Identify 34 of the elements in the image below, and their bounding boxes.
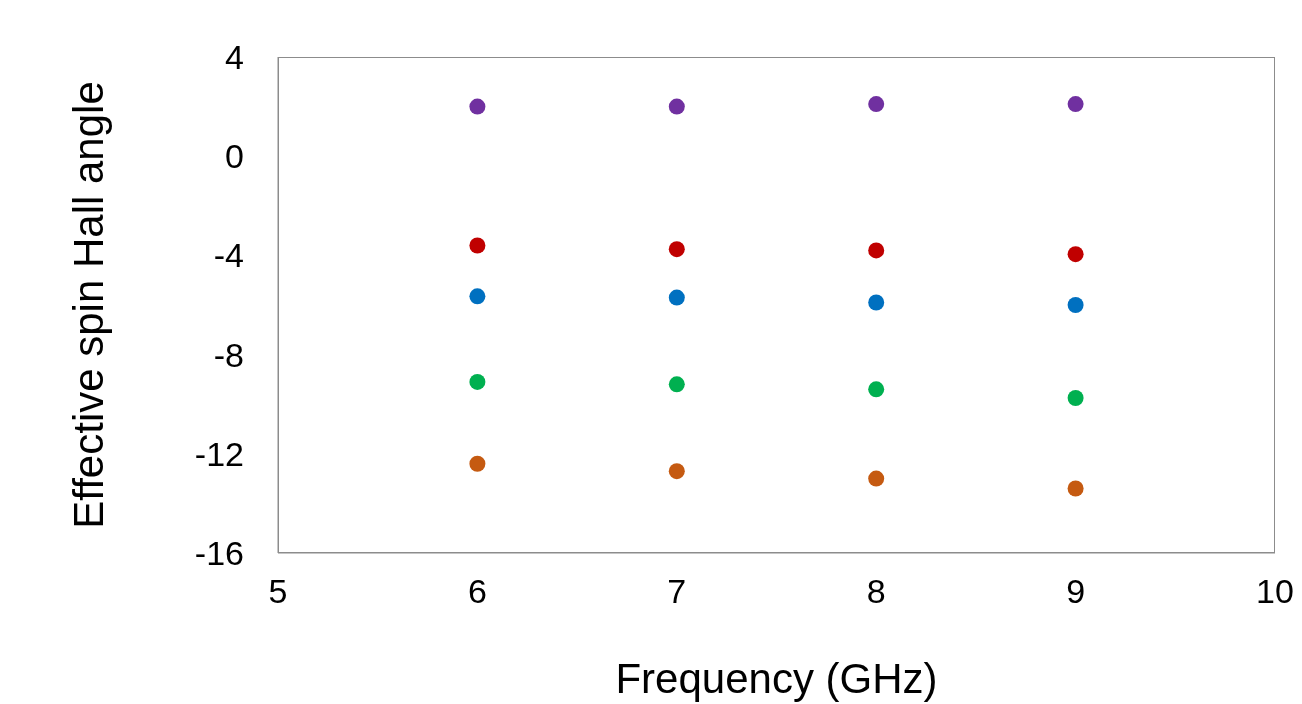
point [469, 455, 486, 472]
y-tick-label: 4 [225, 38, 244, 77]
y-tick-label: -4 [213, 236, 244, 275]
y-axis-title: Effective spin Hall angle [64, 81, 112, 529]
point [1067, 246, 1084, 263]
point [1067, 297, 1084, 313]
point [668, 98, 685, 115]
x-tick-label: 7 [667, 572, 687, 611]
point [868, 470, 885, 487]
y-tick-label: -8 [213, 335, 244, 374]
point [469, 288, 486, 305]
point [868, 294, 885, 311]
x-tick-label: 8 [866, 572, 886, 611]
point [868, 242, 885, 259]
x-tick-label: 10 [1256, 572, 1294, 611]
point [1067, 96, 1084, 113]
x-tick-label: 6 [467, 572, 487, 611]
point [668, 289, 685, 306]
x-tick-label: 5 [268, 572, 288, 611]
y-tick-label: -16 [194, 534, 244, 573]
point [868, 96, 885, 113]
point [1067, 390, 1084, 406]
point [668, 376, 685, 393]
point [668, 463, 685, 480]
x-axis-title: Frequency (GHz) [615, 655, 938, 702]
point [1067, 480, 1084, 497]
point [469, 373, 486, 390]
x-tick-label: 9 [1066, 572, 1086, 611]
point [469, 237, 486, 254]
point [469, 98, 486, 115]
point [868, 381, 885, 398]
point [668, 241, 685, 258]
y-tick-label: -12 [194, 434, 244, 473]
y-tick-label: 0 [225, 137, 244, 176]
